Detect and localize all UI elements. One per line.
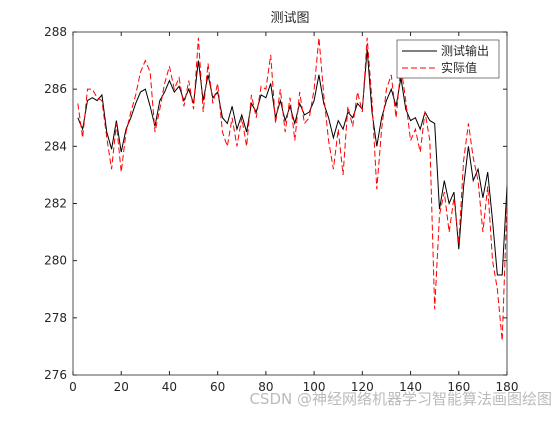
y-tick-label: 284: [44, 139, 67, 153]
x-tick-label: 120: [351, 380, 374, 394]
y-tick-label: 282: [44, 197, 67, 211]
x-tick-label: 80: [258, 380, 273, 394]
watermark: CSDN @神经网络机器学习智能算法画图绘图: [249, 390, 552, 408]
legend-label: 测试输出: [441, 43, 489, 58]
x-tick-label: 140: [399, 380, 422, 394]
chart-title: 测试图: [270, 11, 309, 26]
y-tick-label: 276: [44, 368, 67, 382]
legend-box: [396, 39, 500, 79]
y-tick-label: 278: [44, 311, 67, 325]
x-tick-label: 60: [210, 380, 225, 394]
legend-label: 实际值: [441, 60, 477, 75]
y-tick-label: 280: [44, 254, 67, 268]
x-tick-label: 40: [162, 380, 177, 394]
x-tick-label: 180: [496, 380, 519, 394]
data-line: [77, 37, 508, 341]
x-tick-label: 0: [69, 380, 77, 394]
x-tick-label: 100: [303, 380, 326, 394]
y-tick-label: 288: [44, 25, 67, 39]
y-tick-label: 286: [44, 82, 67, 96]
x-tick-label: 20: [114, 380, 129, 394]
x-tick-label: 160: [447, 380, 470, 394]
